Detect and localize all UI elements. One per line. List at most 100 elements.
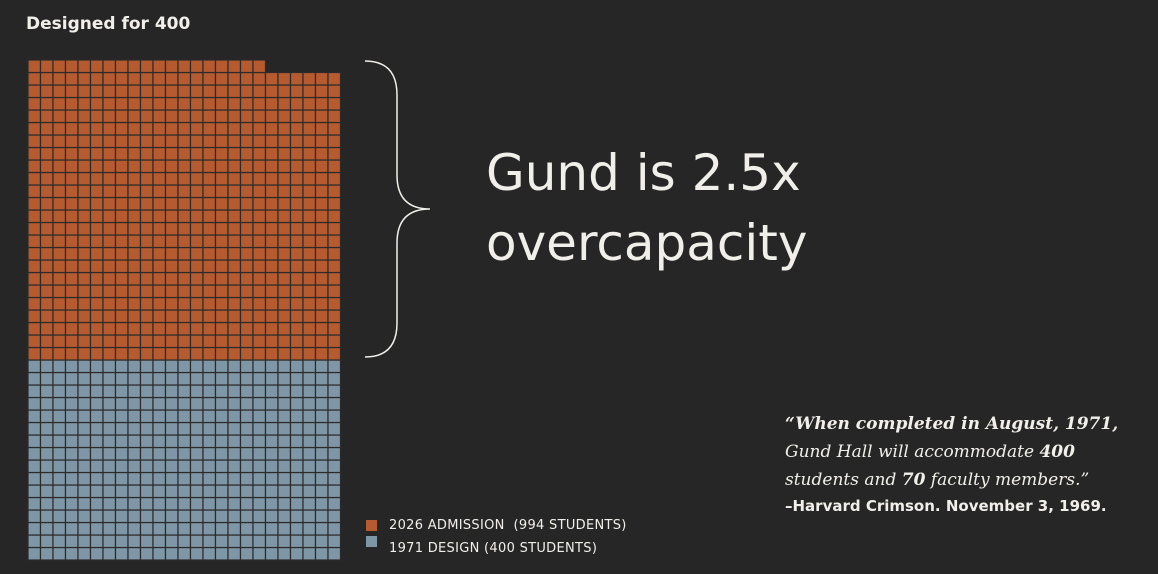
waffle-cell [152, 221, 167, 236]
waffle-cell [164, 259, 179, 274]
waffle-cell [102, 471, 117, 486]
waffle-cell [227, 234, 242, 249]
waffle-cell [314, 421, 329, 436]
waffle-cell [277, 509, 292, 524]
waffle-cell [27, 334, 42, 349]
waffle-cell [277, 109, 292, 124]
waffle-cell [189, 146, 204, 161]
waffle-cell [239, 234, 254, 249]
waffle-cell [289, 534, 304, 549]
waffle-cell [302, 259, 317, 274]
waffle-cell [77, 196, 92, 211]
waffle-cell [252, 109, 267, 124]
waffle-cell [264, 396, 279, 411]
waffle-cell [227, 284, 242, 299]
waffle-cell [114, 359, 129, 374]
waffle-cell [152, 171, 167, 186]
waffle-cell [52, 221, 67, 236]
waffle-cell [252, 521, 267, 536]
waffle-cell [77, 284, 92, 299]
waffle-cell [327, 471, 342, 486]
waffle-cell [327, 459, 342, 474]
waffle-cell [202, 171, 217, 186]
legend-swatch [366, 536, 377, 547]
waffle-cell [52, 259, 67, 274]
waffle-cell [302, 421, 317, 436]
waffle-cell [127, 184, 142, 199]
waffle-cell [152, 121, 167, 136]
waffle-cell [152, 96, 167, 111]
waffle-cell [214, 546, 229, 561]
waffle-cell [302, 246, 317, 261]
waffle-cell [202, 159, 217, 174]
waffle-cell [239, 321, 254, 336]
waffle-cell [189, 284, 204, 299]
waffle-cell [314, 471, 329, 486]
waffle-cell [89, 284, 104, 299]
waffle-cell [202, 396, 217, 411]
waffle-cell [277, 409, 292, 424]
waffle-cell [164, 384, 179, 399]
waffle-cell [27, 546, 42, 561]
waffle-cell [302, 509, 317, 524]
waffle-cell [289, 134, 304, 149]
waffle-cell [289, 84, 304, 99]
waffle-cell [152, 259, 167, 274]
waffle-cell [264, 159, 279, 174]
waffle-cell [289, 434, 304, 449]
waffle-cell [327, 159, 342, 174]
waffle-cell [64, 296, 79, 311]
waffle-cell [89, 234, 104, 249]
waffle-cell [64, 184, 79, 199]
waffle-cell [202, 84, 217, 99]
waffle-cell [89, 521, 104, 536]
waffle-cell [239, 521, 254, 536]
waffle-cell [39, 109, 54, 124]
waffle-cell [177, 496, 192, 511]
waffle-cell [302, 96, 317, 111]
waffle-cell [202, 471, 217, 486]
waffle-cell [239, 534, 254, 549]
waffle-cell [202, 334, 217, 349]
waffle-cell [277, 309, 292, 324]
waffle-cell [164, 59, 179, 74]
waffle-cell [139, 259, 154, 274]
waffle-cell [314, 134, 329, 149]
waffle-cell [314, 196, 329, 211]
waffle-cell [277, 196, 292, 211]
waffle-cell [127, 459, 142, 474]
waffle-cell [302, 546, 317, 561]
waffle-cell [114, 471, 129, 486]
waffle-cell [152, 159, 167, 174]
waffle-cell [314, 359, 329, 374]
waffle-cell [52, 96, 67, 111]
waffle-cell [89, 271, 104, 286]
waffle-cell [27, 346, 42, 361]
waffle-cell [127, 84, 142, 99]
waffle-cell [64, 384, 79, 399]
waffle-cell [227, 534, 242, 549]
waffle-cell [164, 209, 179, 224]
waffle-cell [214, 346, 229, 361]
waffle-cell [64, 96, 79, 111]
waffle-cell [139, 396, 154, 411]
waffle-cell [39, 446, 54, 461]
waffle-cell [277, 459, 292, 474]
waffle-cell [252, 71, 267, 86]
waffle-cell [214, 434, 229, 449]
waffle-cell [102, 484, 117, 499]
waffle-cell [252, 146, 267, 161]
waffle-cell [239, 484, 254, 499]
waffle-cell [252, 246, 267, 261]
waffle-cell [214, 421, 229, 436]
waffle-cell [252, 459, 267, 474]
waffle-cell [239, 346, 254, 361]
waffle-cell [127, 71, 142, 86]
waffle-cell [152, 334, 167, 349]
waffle-cell [264, 309, 279, 324]
waffle-cell [327, 396, 342, 411]
waffle-cell [102, 134, 117, 149]
legend-label: 1971 DESIGN (400 STUDENTS) [389, 541, 598, 556]
waffle-cell [64, 284, 79, 299]
